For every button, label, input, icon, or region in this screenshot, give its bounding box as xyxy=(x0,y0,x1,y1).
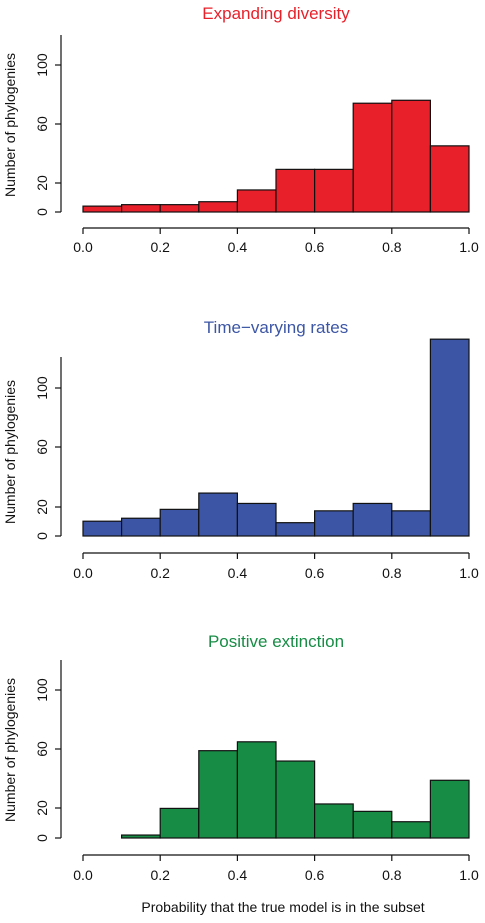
x-tick-label: 0.0 xyxy=(73,565,93,581)
histogram-panel-2: Time−varying rates 0 20 60 100 Number of phyl… xyxy=(2,318,479,581)
histogram-panel-1: Expanding diversity 0 20 60 100 Number of phy… xyxy=(2,4,479,255)
histogram-bar xyxy=(120,834,161,839)
x-tick-label: 0.8 xyxy=(382,239,402,255)
x-tick-label: 0.4 xyxy=(228,867,248,883)
histogram-bar xyxy=(82,205,123,213)
shared-x-axis-label: Probability that the true model is in th… xyxy=(141,899,424,915)
y-tick-label: 60 xyxy=(34,116,50,132)
histogram-bar xyxy=(429,338,470,537)
x-tick-label: 0.4 xyxy=(228,239,248,255)
histogram-bar xyxy=(352,102,393,213)
histogram-bar xyxy=(314,803,354,839)
y-tick-label: 20 xyxy=(34,175,50,191)
histogram-bar xyxy=(429,145,470,213)
x-tick-label: 0.6 xyxy=(305,867,325,883)
histogram-bar xyxy=(236,741,277,839)
histogram-bar xyxy=(198,750,239,839)
histogram-bar xyxy=(391,821,431,839)
panel-title: Time−varying rates xyxy=(204,318,348,337)
x-tick-label: 1.0 xyxy=(459,565,479,581)
panel-title: Expanding diversity xyxy=(202,4,350,23)
histogram-bar xyxy=(159,508,200,537)
histogram-bar xyxy=(352,502,393,537)
y-axis-label: Number of phylogenies xyxy=(2,678,18,822)
panel-title: Positive extinction xyxy=(208,632,344,651)
histogram-bar xyxy=(120,517,161,537)
histogram-bar xyxy=(275,168,316,213)
x-tick-label: 0.6 xyxy=(305,565,325,581)
y-tick-label: 0 xyxy=(34,834,50,842)
histogram-panel-3: Positive extinction 0 20 60 100 Number of phy… xyxy=(2,632,479,883)
histogram-bar xyxy=(236,189,277,213)
x-tick-label: 0.2 xyxy=(150,239,170,255)
x-tick-label: 0.8 xyxy=(382,565,402,581)
histogram-bar xyxy=(275,522,316,537)
y-axis-label: Number of phylogenies xyxy=(2,53,18,197)
histogram-bar xyxy=(82,520,123,537)
histogram-bar xyxy=(391,510,431,537)
x-tick-label: 0.0 xyxy=(73,239,93,255)
x-tick-label: 0.2 xyxy=(150,565,170,581)
histogram-bar xyxy=(236,502,277,537)
x-tick-label: 0.2 xyxy=(150,867,170,883)
histogram-bar xyxy=(314,168,354,213)
histogram-bar xyxy=(159,204,200,213)
histogram-bar xyxy=(314,510,354,537)
histogram-bar xyxy=(198,492,239,537)
y-tick-label: 20 xyxy=(34,800,50,816)
x-tick-label: 0.4 xyxy=(228,565,248,581)
histogram-bar xyxy=(198,201,239,213)
x-tick-label: 1.0 xyxy=(459,867,479,883)
histogram-bar xyxy=(429,779,470,839)
y-tick-label: 60 xyxy=(34,439,50,455)
x-tick-label: 0.6 xyxy=(305,239,325,255)
histogram-bar xyxy=(391,99,431,213)
histogram-bar xyxy=(275,760,316,839)
histogram-bar xyxy=(120,204,161,213)
y-tick-label: 0 xyxy=(34,532,50,540)
histogram-bar xyxy=(352,810,393,839)
y-tick-label: 20 xyxy=(34,499,50,515)
y-tick-label: 60 xyxy=(34,741,50,757)
x-tick-label: 0.8 xyxy=(382,867,402,883)
histogram-bar xyxy=(159,807,200,839)
y-tick-label: 100 xyxy=(34,376,50,400)
x-tick-label: 0.0 xyxy=(73,867,93,883)
y-axis-label: Number of phylogenies xyxy=(2,380,18,524)
y-tick-label: 0 xyxy=(34,208,50,216)
x-tick-label: 1.0 xyxy=(459,239,479,255)
y-tick-label: 100 xyxy=(34,678,50,702)
y-tick-label: 100 xyxy=(34,53,50,77)
